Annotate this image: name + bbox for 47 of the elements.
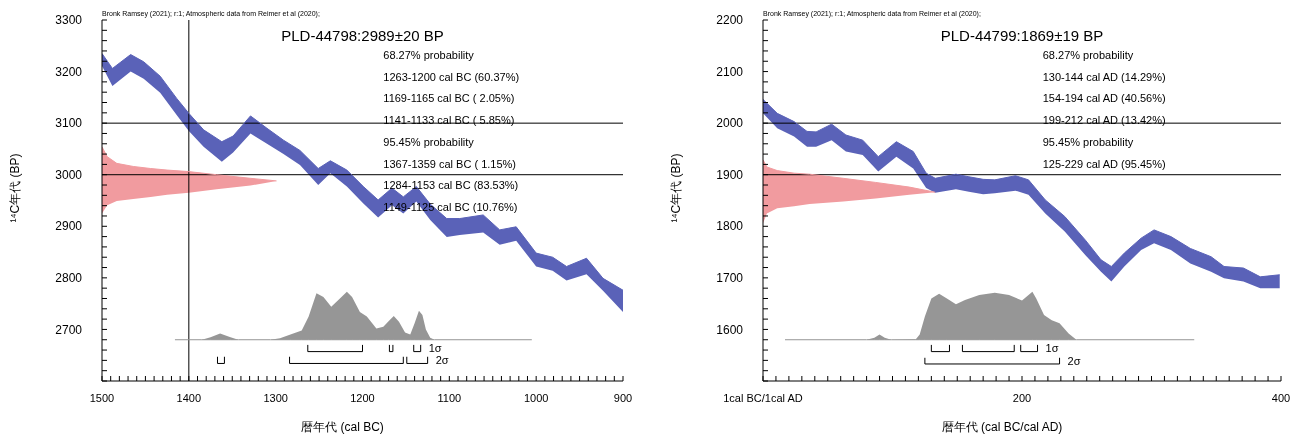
text: PLD-44798:2989±20 BP xyxy=(281,27,444,45)
x-tick-label: 1200 xyxy=(350,392,375,404)
annotation: 68.27% probability xyxy=(1042,48,1134,62)
annotation: 125-229 cal AD (95.45%) xyxy=(1042,157,1166,170)
annotation: 95.45% probability xyxy=(383,135,474,149)
series-label: 2σ xyxy=(1067,354,1081,368)
y-tick-label: 1700 xyxy=(716,271,744,286)
x-tick-label: 1cal BC/1cal AD xyxy=(723,392,803,404)
annotation: 1141-1133 cal BC ( 5.85%) xyxy=(383,113,515,127)
y-tick-label: 2100 xyxy=(716,64,744,79)
y-axis-title: ¹⁴C年代 (BP) xyxy=(8,153,23,223)
annotation: 1169-1165 cal BC ( 2.05%) xyxy=(383,92,515,105)
y-tick-label: 1900 xyxy=(716,167,744,182)
x-tick-label: 1000 xyxy=(523,392,549,404)
annotation: 1367-1359 cal BC ( 1.15%) xyxy=(383,157,517,170)
text: PLD-44799:1869±19 BP xyxy=(940,27,1104,45)
y-tick-label: 3200 xyxy=(55,64,83,79)
x-tick-label: 1500 xyxy=(89,392,115,404)
x-tick-label: 1100 xyxy=(437,392,462,404)
x-axis-title: 暦年代 (cal BC/cal AD) xyxy=(941,420,1063,435)
annotation: 95.45% probability xyxy=(1042,135,1134,149)
y-axis-title: ¹⁴C年代 (BP) xyxy=(669,153,684,223)
y-tick-label: 3100 xyxy=(55,116,83,131)
y-tick-label: 2200 xyxy=(716,13,744,28)
annotation: 1263-1200 cal BC (60.37%) xyxy=(383,70,520,84)
y-tick-label: 1800 xyxy=(716,219,744,234)
annotation: 68.27% probability xyxy=(383,48,474,62)
y-tick-label: 3300 xyxy=(55,13,83,28)
y-tick-label: 2900 xyxy=(55,219,83,234)
series-label: 2σ xyxy=(435,353,449,367)
x-axis-title: 暦年代 (cal BC) xyxy=(301,420,384,435)
series-label: 1σ xyxy=(428,341,442,355)
annotation: 154-194 cal AD (40.56%) xyxy=(1042,92,1166,105)
y-tick-label: 2700 xyxy=(55,322,83,337)
series-label: 1σ xyxy=(1045,341,1059,355)
x-tick-label: 200 xyxy=(1012,392,1032,404)
x-tick-label: 1300 xyxy=(263,392,288,404)
y-tick-label: 2000 xyxy=(716,116,744,131)
annotation: 1284-1153 cal BC (83.53%) xyxy=(383,178,519,192)
x-tick-label: 1400 xyxy=(176,392,202,404)
annotation: 130-144 cal AD (14.29%) xyxy=(1042,70,1166,84)
x-tick-label: 400 xyxy=(1271,392,1291,404)
x-tick-label: 900 xyxy=(613,392,633,404)
annotation: 199-212 cal AD (13.42%) xyxy=(1042,113,1166,127)
y-tick-label: 3000 xyxy=(55,167,83,182)
y-tick-label: 2800 xyxy=(55,271,83,286)
y-tick-label: 1600 xyxy=(716,322,744,337)
